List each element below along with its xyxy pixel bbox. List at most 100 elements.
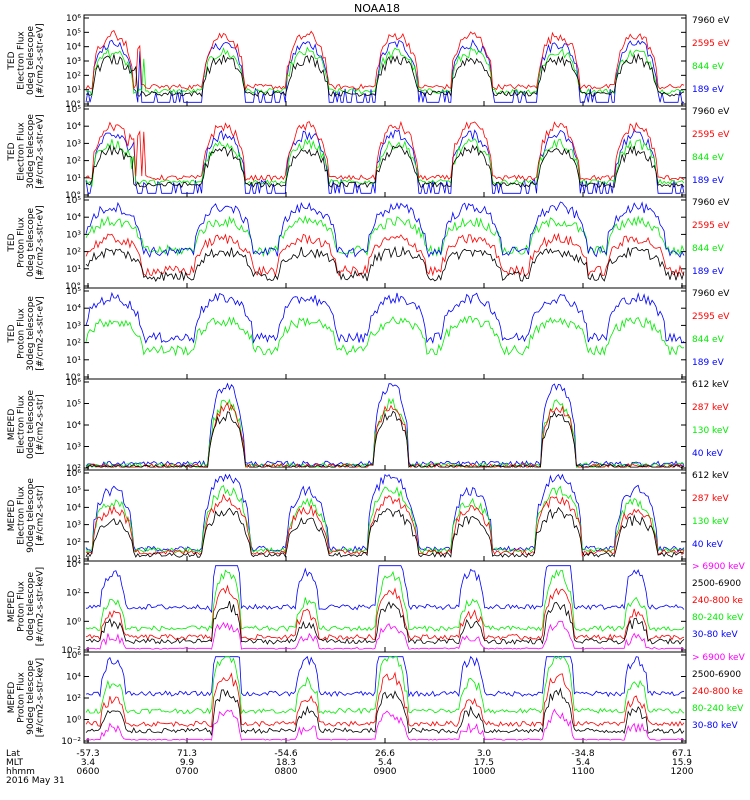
y-tick-label: 10³ [66,443,81,453]
y-axis-label-line: 0deg telescope [26,26,36,96]
y-axis-label-line: Proton Flux [17,308,27,359]
y-axis-label-line: TED [7,142,17,161]
series-trace-black [86,410,685,469]
panel-2: 10° 10¹ 10² 10³ 10⁴ 10⁵ TED Electron Flux 30deg … [7,105,730,201]
y-axis-label-line: MEPED [7,500,17,532]
y-tick-label: 10³ [66,139,81,149]
x-tick-lat: 3.0 [477,749,492,759]
series-trace-magenta [86,620,684,650]
series-trace-red [85,493,685,557]
series-trace-black [85,506,685,558]
x-row-label: MLT [6,758,24,768]
y-tick-label: 10³ [66,57,81,67]
y-axis-label-line: 0deg telescope [26,390,36,460]
y-axis-label: MEPED Electron Flux 0deg telescope [#/cm2-s… [7,390,46,460]
y-tick-label: 10³ [66,521,81,531]
legend-entry: 287 keV [692,403,729,413]
y-tick-label: 10° [65,100,81,110]
series-trace-magenta [86,708,684,741]
y-axis-label-line: Electron Flux [17,122,27,181]
series-trace-red [85,671,685,728]
series-trace-blue [85,129,685,194]
legend-entry: 130 keV [692,517,729,527]
y-tick-label: 10¹ [66,174,81,184]
y-axis-label-line: MEPED [7,591,17,623]
y-tick-label: 10⁵ [66,486,81,496]
series-trace-red [85,30,685,91]
legend-entry: 7960 eV [692,16,730,26]
y-tick-label: 10⁴ [66,673,81,683]
panel-5: 10² 10³ 10⁴ 10⁵ 10⁶ MEPED Electron Flux 0deg te… [7,378,729,474]
y-axis-label-line: TED [7,51,17,70]
series-trace-green [85,315,685,357]
x-tick-mlt: 17.5 [474,758,494,768]
y-tick-label: 10² [66,71,81,81]
y-tick-label: 10⁵ [66,196,81,206]
panel-frame [83,287,687,380]
legend-entry: 612 keV [692,380,729,390]
legend-entry: 7960 eV [692,289,730,299]
y-tick-label: 10⁵ [66,28,81,38]
series-trace-black [85,144,685,189]
y-axis-label-line: [#/cm2-s-str] [36,485,46,545]
y-tick-label: 10⁴ [66,304,81,314]
x-tick-hhmm: 1000 [473,767,496,777]
y-axis-label-line: [#/cm2-s-str-eV] [36,296,46,371]
y-tick-label: 10¹ [66,555,81,565]
legend-entry: 844 eV [692,335,725,345]
y-tick-label: 10⁴ [66,213,81,223]
series-trace-green [85,397,685,469]
x-tick-hhmm: 1200 [671,767,694,777]
series-trace-green [85,484,685,554]
legend-entry: 189 eV [692,85,725,95]
legend-entry: 30-80 keV [692,721,738,731]
y-axis-label-line: Proton Flux [17,217,27,268]
y-tick-label: 10⁻² [61,737,81,747]
legend-entry: 844 eV [692,244,725,254]
y-tick-label: 10² [66,538,81,548]
y-tick-label: 10¹ [66,86,81,96]
y-tick-label: 10° [65,282,81,292]
legend-entry: 80-240 keV [692,613,744,623]
y-axis-label-line: Electron Flux [17,31,27,90]
panel-6: 10¹ 10² 10³ 10⁴ 10⁵ 10⁶ MEPED Electron Flux 90de… [7,469,729,565]
panel-8: 10⁻² 10⁰ 10² 10⁴ 10⁶ MEPED Proton Flux 90deg te… [7,651,746,747]
series-trace-green [85,569,685,633]
x-tick-lat: 26.6 [375,749,395,759]
x-tick-mlt: 9.9 [180,758,195,768]
panel-frame [83,469,687,562]
y-tick-label: 10⁴ [66,43,81,53]
y-axis-label-line: 30deg telescope [26,296,36,371]
y-axis-label-line: 0deg telescope [26,572,36,642]
series-trace-black [85,245,685,282]
legend-entry: > 6900 keV [692,562,746,572]
legend-entry: 2595 eV [692,39,730,49]
y-tick-label: 10⁻² [61,646,81,656]
x-tick-lat: 71.3 [177,749,197,759]
series-trace-blue [85,291,685,344]
y-axis-label: MEPED Electron Flux 90deg telescope [#/cm2-… [7,478,46,553]
y-tick-label: 10⁶ [66,469,81,479]
y-tick-label: 10⁴ [66,122,81,132]
y-axis-label-line: [#/cm2-s-str] [36,394,46,454]
panel-frame [83,651,687,744]
y-tick-label: 10⁴ [66,503,81,513]
y-axis-label-line: [#/cm2-s-str-eV] [36,114,46,189]
legend-entry: 240-800 ke [692,687,743,697]
legend-entry: 2595 eV [692,221,730,231]
series-trace-black [85,687,685,736]
y-tick-label: 10⁶ [66,651,81,661]
legend-entry: 7960 eV [692,107,730,117]
x-row-label: hhmm [6,767,35,777]
panel-1: 10° 10¹ 10² 10³ 10⁴ 10⁵ 10⁶ TED Electron Flux 0de… [7,14,730,110]
legend-entry: 612 keV [692,471,729,481]
y-axis-label-line: TED [7,324,17,343]
series-trace-blue [85,39,684,103]
series-trace-black [85,52,685,98]
y-axis-label-line: [#/cm2-s-str-keV] [36,567,46,646]
y-tick-label: 10° [65,373,81,383]
x-tick-lat: -34.8 [571,749,595,759]
y-axis-label-line: [#/cm2-s-str-eV] [36,205,46,280]
x-tick-mlt: 5.4 [378,758,393,768]
